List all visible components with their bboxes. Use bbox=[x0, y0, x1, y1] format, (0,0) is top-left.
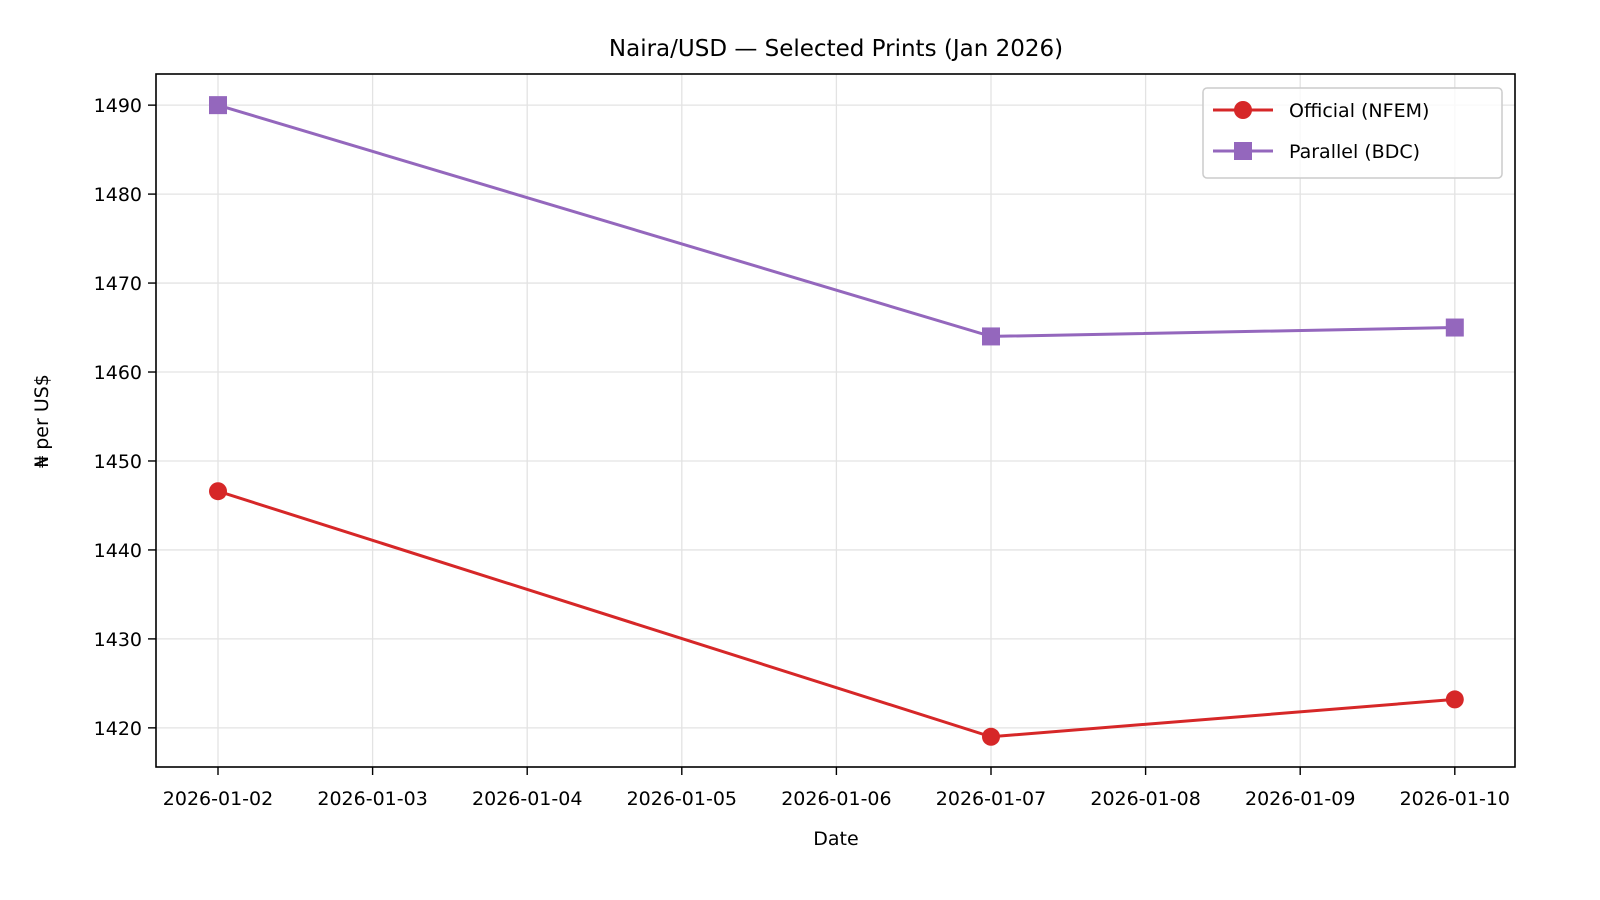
x-tick-label: 2026-01-02 bbox=[163, 788, 273, 810]
y-tick-label: 1430 bbox=[94, 629, 142, 651]
chart-title: Naira/USD — Selected Prints (Jan 2026) bbox=[609, 36, 1063, 62]
x-axis-ticks: 2026-01-02 2026-01-03 2026-01-04 2026-01-05… bbox=[163, 767, 1510, 810]
x-tick-label: 2026-01-10 bbox=[1400, 788, 1510, 810]
square-marker-icon bbox=[209, 96, 227, 115]
x-tick-label: 2026-01-07 bbox=[936, 788, 1046, 810]
y-tick-label: 1450 bbox=[94, 451, 142, 473]
x-tick-label: 2026-01-04 bbox=[472, 788, 582, 810]
legend-item: Official (NFEM) bbox=[1213, 100, 1429, 122]
y-axis-label: ₦ per US$ bbox=[31, 374, 53, 468]
x-tick-label: 2026-01-05 bbox=[627, 788, 737, 810]
series-official bbox=[209, 482, 1464, 746]
circle-marker-icon bbox=[209, 482, 227, 501]
legend: Official (NFEM) Parallel (BDC) bbox=[1202, 87, 1503, 179]
x-axis-label: Date bbox=[813, 828, 858, 850]
x-tick-label: 2026-01-08 bbox=[1090, 788, 1200, 810]
y-tick-label: 1420 bbox=[94, 718, 142, 740]
y-axis-ticks: 1420 1430 1440 1450 1460 1470 1480 1490 bbox=[94, 95, 156, 740]
legend-frame bbox=[1202, 87, 1503, 179]
series-parallel bbox=[209, 96, 1464, 346]
y-tick-label: 1480 bbox=[94, 184, 142, 206]
legend-label: Official (NFEM) bbox=[1289, 100, 1429, 122]
y-tick-label: 1460 bbox=[94, 362, 142, 384]
circle-marker-icon bbox=[982, 727, 1000, 746]
y-tick-label: 1470 bbox=[94, 273, 142, 295]
gridlines bbox=[156, 74, 1515, 767]
plot-area-frame bbox=[155, 73, 1516, 768]
circle-marker-icon bbox=[1445, 690, 1464, 709]
legend-item: Parallel (BDC) bbox=[1213, 141, 1420, 163]
y-tick-label: 1440 bbox=[94, 540, 142, 562]
legend-label: Parallel (BDC) bbox=[1289, 141, 1420, 163]
square-marker-icon bbox=[982, 327, 1000, 346]
square-marker-icon bbox=[1445, 318, 1464, 337]
x-tick-label: 2026-01-03 bbox=[317, 788, 427, 810]
circle-marker-icon bbox=[1234, 101, 1252, 119]
y-tick-label: 1490 bbox=[94, 95, 142, 117]
x-tick-label: 2026-01-09 bbox=[1245, 788, 1355, 810]
square-marker-icon bbox=[1234, 142, 1252, 160]
plot-series bbox=[209, 96, 1464, 746]
x-tick-label: 2026-01-06 bbox=[781, 788, 891, 810]
